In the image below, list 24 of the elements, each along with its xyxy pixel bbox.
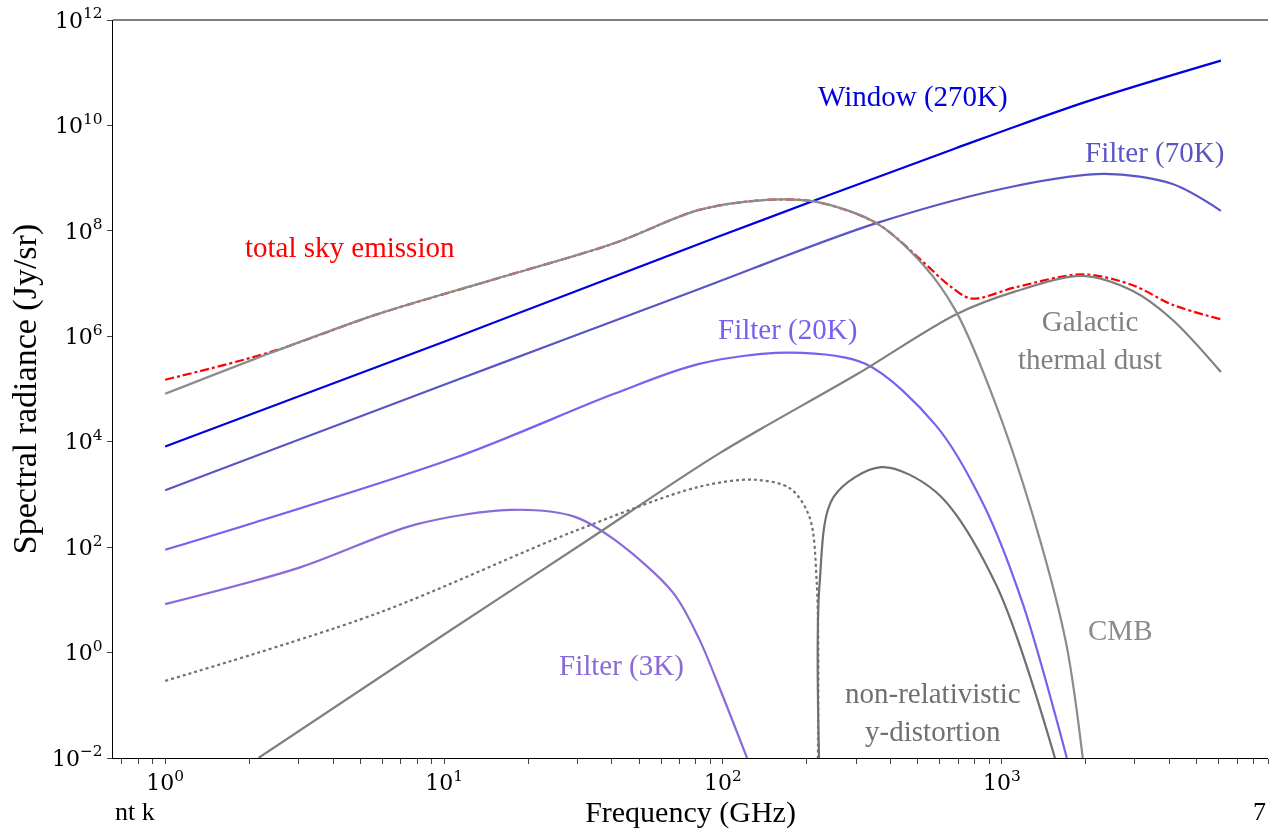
- x-tick-label: 10$^{3}$: [982, 767, 1021, 796]
- series-label: Window (270K): [818, 80, 1008, 113]
- y-axis-title: Spectral radiance (Jy/sr): [6, 223, 45, 555]
- y-tick-label: 10$^{4}$: [64, 426, 103, 455]
- x-tick-label: 10$^{2}$: [704, 767, 742, 796]
- y-tick-label: 10$^{0}$: [64, 637, 103, 666]
- y-tick-label: 10$^{6}$: [64, 320, 103, 349]
- x-tick-label: 10$^{0}$: [146, 767, 185, 796]
- y-tick-label: 10$^{8}$: [64, 215, 103, 244]
- series-label: CMB: [1088, 614, 1153, 646]
- series-label: Filter (70K): [1085, 136, 1225, 169]
- series-label: total sky emission: [245, 231, 455, 263]
- series-label: Filter (3K): [559, 649, 684, 682]
- series-label: non-relativistic y-distortion: [845, 677, 1021, 747]
- y-tick-label: 10$^{2}$: [64, 531, 103, 560]
- y-tick-label: 10$^{12}$: [55, 4, 103, 33]
- y-tick-label: 10$^{−2}$: [51, 742, 103, 771]
- x-axis-title: Frequency (GHz): [585, 795, 796, 830]
- text: 7: [1253, 797, 1266, 826]
- series-label: Galactic thermal dust: [1018, 305, 1163, 375]
- text: nt k: [115, 797, 155, 826]
- series-label: Filter (20K): [718, 313, 858, 346]
- y-tick-label: 10$^{10}$: [55, 109, 103, 139]
- x-tick-label: 10$^{1}$: [425, 767, 463, 796]
